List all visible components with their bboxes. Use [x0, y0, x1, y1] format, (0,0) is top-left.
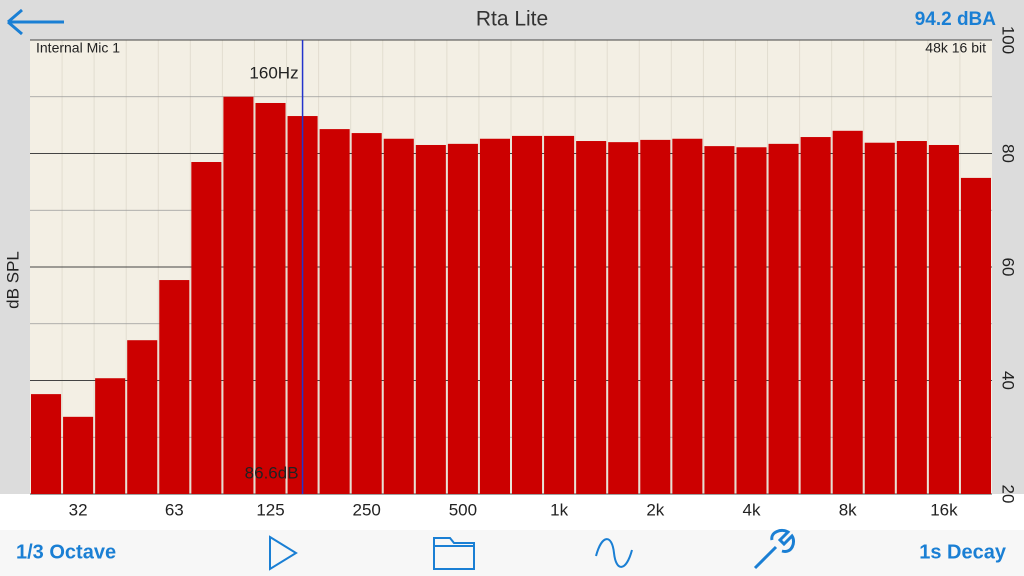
- x-tick-label: 1k: [550, 500, 568, 519]
- bar: [672, 138, 703, 494]
- x-tick-label: 250: [353, 500, 381, 519]
- bar: [31, 394, 62, 494]
- cursor-level: 86.6dB: [245, 463, 299, 482]
- band-button[interactable]: 1/3 Octave: [16, 541, 116, 563]
- bar: [960, 177, 991, 494]
- bar: [63, 416, 94, 494]
- bar: [544, 135, 575, 494]
- bar: [223, 96, 254, 494]
- bar: [576, 141, 607, 494]
- bar: [319, 129, 350, 494]
- x-tick-label: 32: [69, 500, 88, 519]
- bar: [159, 280, 190, 494]
- bar: [127, 340, 158, 494]
- bar: [608, 142, 639, 494]
- decay-button[interactable]: 1s Decay: [919, 541, 1007, 563]
- bar: [640, 139, 671, 494]
- play-button[interactable]: [269, 535, 298, 571]
- level-readout[interactable]: 94.2 dBA: [915, 9, 997, 30]
- bar: [864, 142, 895, 494]
- bar: [928, 144, 959, 495]
- app-title: Rta Lite: [476, 8, 548, 31]
- y-tick-label: 60: [999, 258, 1018, 277]
- back-button[interactable]: [7, 8, 64, 36]
- x-tick-label: 125: [256, 500, 284, 519]
- bar: [95, 378, 126, 494]
- bar: [479, 138, 510, 494]
- bar: [736, 147, 767, 494]
- bar: [832, 130, 863, 495]
- y-tick-label: 100: [999, 26, 1018, 54]
- bar: [191, 162, 222, 494]
- bar: [800, 137, 831, 495]
- bar: [768, 143, 799, 495]
- bar: [447, 143, 478, 495]
- format-label: 48k 16 bit: [925, 40, 986, 56]
- bar: [415, 144, 446, 495]
- x-tick-label: 2k: [646, 500, 664, 519]
- y-tick-label: 20: [999, 485, 1018, 504]
- y-axis-label: dB SPL: [3, 251, 22, 309]
- cursor-frequency: 160Hz: [249, 63, 298, 82]
- y-tick-label: 40: [999, 371, 1018, 390]
- folder-button[interactable]: [433, 537, 475, 570]
- input-label: Internal Mic 1: [36, 40, 120, 56]
- x-tick-label: 4k: [743, 500, 761, 519]
- x-axis-strip: [0, 494, 1024, 530]
- x-tick-label: 16k: [930, 500, 958, 519]
- x-tick-label: 500: [449, 500, 477, 519]
- toolbar: [0, 530, 1024, 576]
- bar: [704, 146, 735, 494]
- y-tick-label: 80: [999, 144, 1018, 163]
- x-tick-label: 8k: [839, 500, 857, 519]
- bar: [383, 138, 414, 494]
- signal-button[interactable]: [595, 538, 633, 568]
- bar: [512, 135, 543, 494]
- bar: [351, 133, 382, 494]
- bar: [255, 102, 286, 495]
- plot: [30, 39, 992, 495]
- bar: [896, 141, 927, 494]
- x-tick-label: 63: [165, 500, 184, 519]
- settings-button[interactable]: [753, 528, 796, 570]
